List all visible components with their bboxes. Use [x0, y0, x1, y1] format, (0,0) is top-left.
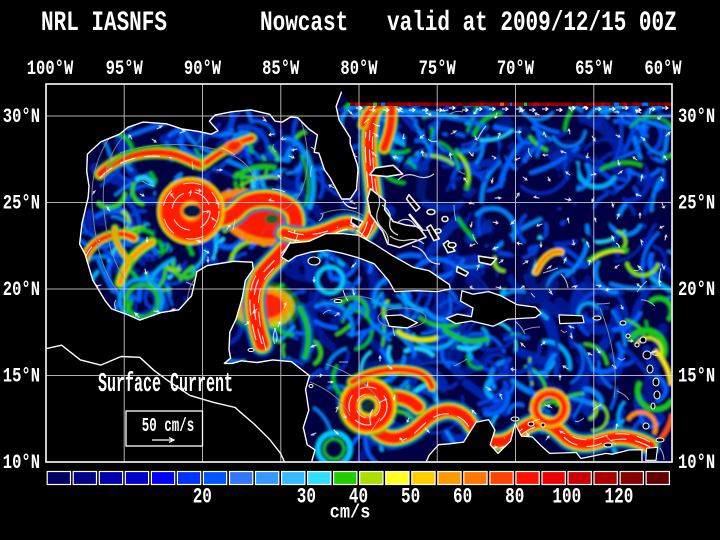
svg-text:80°W: 80°W — [340, 58, 377, 81]
svg-text:25°N: 25°N — [3, 193, 40, 216]
svg-text:Surface Current: Surface Current — [98, 369, 233, 400]
svg-text:20°N: 20°N — [3, 279, 40, 302]
svg-text:25°N: 25°N — [678, 193, 715, 216]
svg-text:80: 80 — [505, 484, 524, 509]
svg-text:10°N: 10°N — [3, 452, 40, 475]
svg-text:15°N: 15°N — [678, 366, 715, 389]
svg-text:30°N: 30°N — [3, 106, 40, 129]
svg-text:65°W: 65°W — [575, 58, 612, 81]
svg-text:30: 30 — [297, 484, 316, 509]
svg-text:Nowcast: Nowcast — [260, 9, 348, 39]
svg-text:100°W: 100°W — [27, 58, 74, 81]
svg-text:valid at 2009/12/15 00Z: valid at 2009/12/15 00Z — [387, 9, 677, 39]
svg-text:10°N: 10°N — [678, 452, 715, 475]
svg-text:85°W: 85°W — [262, 58, 299, 81]
svg-text:60: 60 — [453, 484, 472, 509]
svg-text:60°W: 60°W — [644, 58, 681, 81]
svg-text:40: 40 — [349, 484, 368, 509]
svg-text:75°W: 75°W — [419, 58, 456, 81]
svg-text:90°W: 90°W — [184, 58, 221, 81]
svg-text:50 cm/s: 50 cm/s — [142, 414, 194, 437]
svg-text:NRL IASNFS: NRL IASNFS — [41, 9, 167, 39]
svg-text:15°N: 15°N — [3, 366, 40, 389]
svg-text:30°N: 30°N — [678, 106, 715, 129]
svg-text:120: 120 — [605, 484, 634, 509]
svg-text:20°N: 20°N — [678, 279, 715, 302]
svg-text:95°W: 95°W — [106, 58, 143, 81]
svg-text:20: 20 — [193, 484, 212, 509]
svg-text:100: 100 — [552, 484, 581, 509]
svg-text:cm/s: cm/s — [330, 503, 371, 524]
svg-text:50: 50 — [401, 484, 420, 509]
svg-text:70°W: 70°W — [497, 58, 534, 81]
